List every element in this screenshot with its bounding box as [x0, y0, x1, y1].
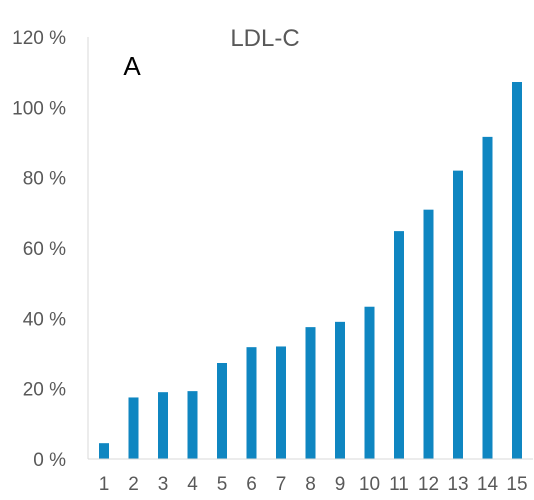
x-tick-label: 8	[305, 474, 316, 495]
bar-12	[423, 209, 434, 459]
y-tick-labels: 0 % 20 % 40 % 60 % 80 % 100 % 120 %	[12, 28, 66, 471]
bar-2	[128, 397, 139, 459]
x-tick-label: 6	[246, 474, 257, 495]
y-tick-label: 80 %	[23, 169, 66, 190]
x-tick-label: 13	[447, 474, 468, 495]
bar-8	[305, 327, 316, 460]
panel-label: A	[123, 51, 141, 81]
chart-title: LDL-C	[230, 25, 299, 52]
bar-5	[217, 363, 227, 459]
x-tick-label: 9	[335, 474, 346, 495]
bar-4	[187, 391, 198, 459]
x-tick-label: 10	[359, 474, 380, 495]
x-tick-label: 14	[477, 474, 499, 495]
y-tick-label: 40 %	[23, 309, 66, 330]
x-tick-label: 7	[276, 474, 287, 495]
bar-1	[99, 443, 109, 459]
bar-11	[394, 231, 404, 459]
bars	[99, 82, 522, 460]
y-tick-label: 0 %	[33, 450, 66, 471]
y-tick-label: 120 %	[12, 28, 66, 49]
bar-9	[335, 321, 345, 459]
y-tick-label: 100 %	[12, 98, 66, 119]
x-tick-label: 1	[99, 474, 110, 495]
bar-15	[512, 82, 522, 459]
x-tick-label: 5	[217, 474, 228, 495]
x-tick-label: 11	[389, 474, 409, 495]
bar-6	[246, 347, 257, 459]
bar-13	[453, 170, 463, 459]
x-tick-label: 4	[187, 474, 198, 495]
x-tick-label: 12	[418, 474, 439, 495]
bar-7	[276, 346, 286, 459]
bar-10	[364, 306, 375, 459]
x-tick-label: 15	[506, 474, 527, 495]
y-tick-label: 20 %	[23, 380, 66, 401]
x-tick-labels: 1 2 3 4 5 6 7 8 9 10 11 12 13 14 15	[99, 474, 528, 495]
y-tick-label: 60 %	[23, 239, 66, 260]
x-tick-label: 3	[158, 474, 169, 495]
bar-3	[158, 392, 168, 459]
x-tick-label: 2	[128, 474, 139, 495]
bar-14	[482, 136, 493, 459]
